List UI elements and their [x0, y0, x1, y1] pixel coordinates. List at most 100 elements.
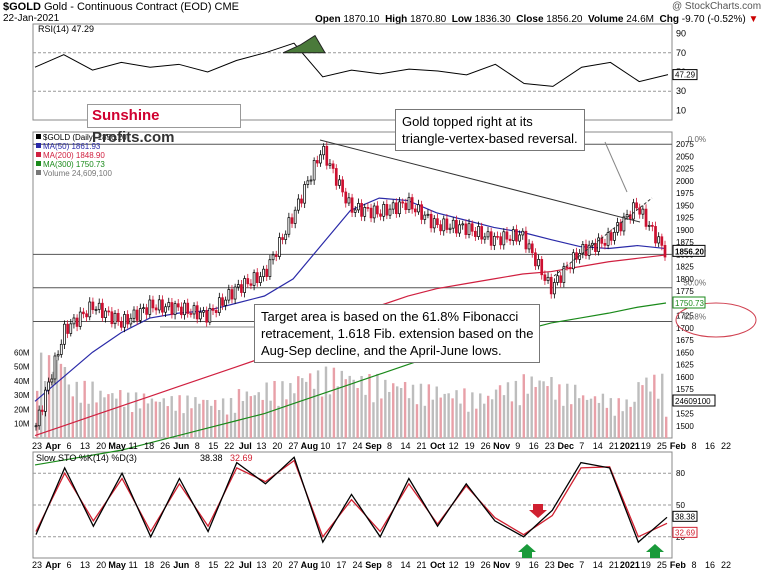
candle-body [154, 307, 158, 311]
sto-x-label: 21 [417, 560, 427, 570]
fib-level-label: 50.0% [683, 279, 706, 288]
price-x-label: 16 [705, 441, 715, 451]
candle-body [202, 310, 205, 313]
candle-body [236, 284, 240, 288]
price-x-label: 22 [721, 441, 731, 451]
price-x-label: Sep [365, 441, 382, 451]
sto-d-value: 32.69 [230, 453, 253, 463]
candle-body [63, 323, 66, 345]
candle-body [252, 272, 256, 286]
candle-body [221, 297, 224, 306]
candle-body [413, 208, 417, 213]
candle-body [420, 204, 423, 220]
candle-body [581, 244, 585, 254]
price-x-label: 7 [579, 441, 584, 451]
volume-bar [36, 390, 39, 438]
candle-body [315, 160, 319, 164]
sto-tick-label: 80 [676, 469, 685, 478]
volume-bar [336, 386, 340, 438]
sto-k-tag [672, 510, 698, 522]
price-x-label: 20 [272, 441, 282, 451]
price-tick-label: 1825 [676, 263, 694, 272]
candle-body [369, 207, 373, 219]
volume-bar [198, 403, 201, 438]
volume-tick-label: 20M [14, 405, 30, 414]
candle-body [483, 236, 487, 240]
volume-bar [538, 380, 541, 438]
volume-bar [498, 385, 502, 438]
candle-body [271, 254, 275, 261]
candle-body [40, 409, 44, 412]
candle-body [290, 217, 294, 224]
price-tick-label: 1525 [676, 410, 694, 419]
price-x-label: 9 [515, 441, 520, 451]
volume-bar [574, 384, 577, 438]
sto-x-label: 12 [449, 560, 459, 570]
volume-bar [71, 396, 75, 438]
candle-body [474, 230, 477, 237]
volume-bar [637, 382, 640, 438]
candle-body [119, 321, 123, 328]
price-tick-label: 1600 [676, 373, 694, 382]
candle-body [410, 197, 414, 210]
volume-bar [126, 392, 130, 438]
volume-tick-label: 10M [14, 420, 30, 429]
candle-body [641, 208, 645, 215]
legend-swatch [36, 161, 41, 166]
candle-body [322, 145, 325, 156]
volume-bar [550, 377, 553, 438]
sto-x-label: 8 [387, 560, 392, 570]
ma300-price-label: 1750.73 [675, 299, 704, 308]
price-tick-label: 2050 [676, 152, 694, 161]
candle-body [521, 230, 525, 236]
price-tick-label: 2000 [676, 177, 694, 186]
candle-body [113, 312, 117, 325]
volume-bar [514, 380, 518, 438]
rsi-overbought-fill [282, 34, 326, 54]
volume-tag [672, 394, 716, 407]
volume-bar [281, 381, 284, 438]
price-tick-label: 1800 [676, 275, 694, 284]
legend-swatch [36, 170, 41, 175]
candle-body [334, 168, 338, 186]
candle-body [505, 231, 509, 240]
volume-bar [174, 410, 177, 438]
candle-body [78, 311, 82, 327]
volume-bar [570, 404, 573, 438]
candle-body [404, 202, 408, 211]
legend-entry: MA(300) 1750.73 [43, 160, 105, 169]
candle-body [537, 259, 540, 267]
price-x-label: Dec [558, 441, 575, 451]
sto-x-label: 15 [208, 560, 218, 570]
candle-body [151, 299, 155, 309]
volume-bar [617, 398, 620, 438]
annotation-top: Gold topped right at its triangle-vertex… [395, 109, 585, 151]
sto-x-label: 23 [545, 560, 555, 570]
candle-body [312, 160, 316, 181]
price-x-label: 22 [224, 441, 234, 451]
sto-x-label: Sep [365, 560, 382, 570]
volume-bar [332, 367, 336, 438]
sto-x-label: May [108, 560, 126, 570]
legend-entry: MA(50) 1861.93 [43, 142, 101, 151]
candle-body [568, 267, 572, 270]
price-tick-label: 1925 [676, 214, 694, 223]
candle-body [511, 229, 515, 241]
candle-body [44, 389, 47, 412]
candle-body [34, 425, 38, 428]
volume-bar [427, 384, 431, 438]
candle-body [214, 310, 218, 313]
candle-body [47, 381, 50, 391]
candle-body [606, 232, 610, 246]
volume-bar [130, 412, 134, 438]
sto-x-label: 9 [515, 560, 520, 570]
candle-body [53, 355, 57, 380]
sto-x-label: 20 [96, 560, 106, 570]
volume-bar [625, 399, 628, 438]
candle-body [284, 233, 288, 240]
fib-level-label: 61.8% [683, 312, 706, 321]
candle-body [562, 266, 566, 283]
candle-body [170, 302, 174, 315]
volume-bar [63, 367, 67, 438]
volume-bar [154, 401, 158, 438]
